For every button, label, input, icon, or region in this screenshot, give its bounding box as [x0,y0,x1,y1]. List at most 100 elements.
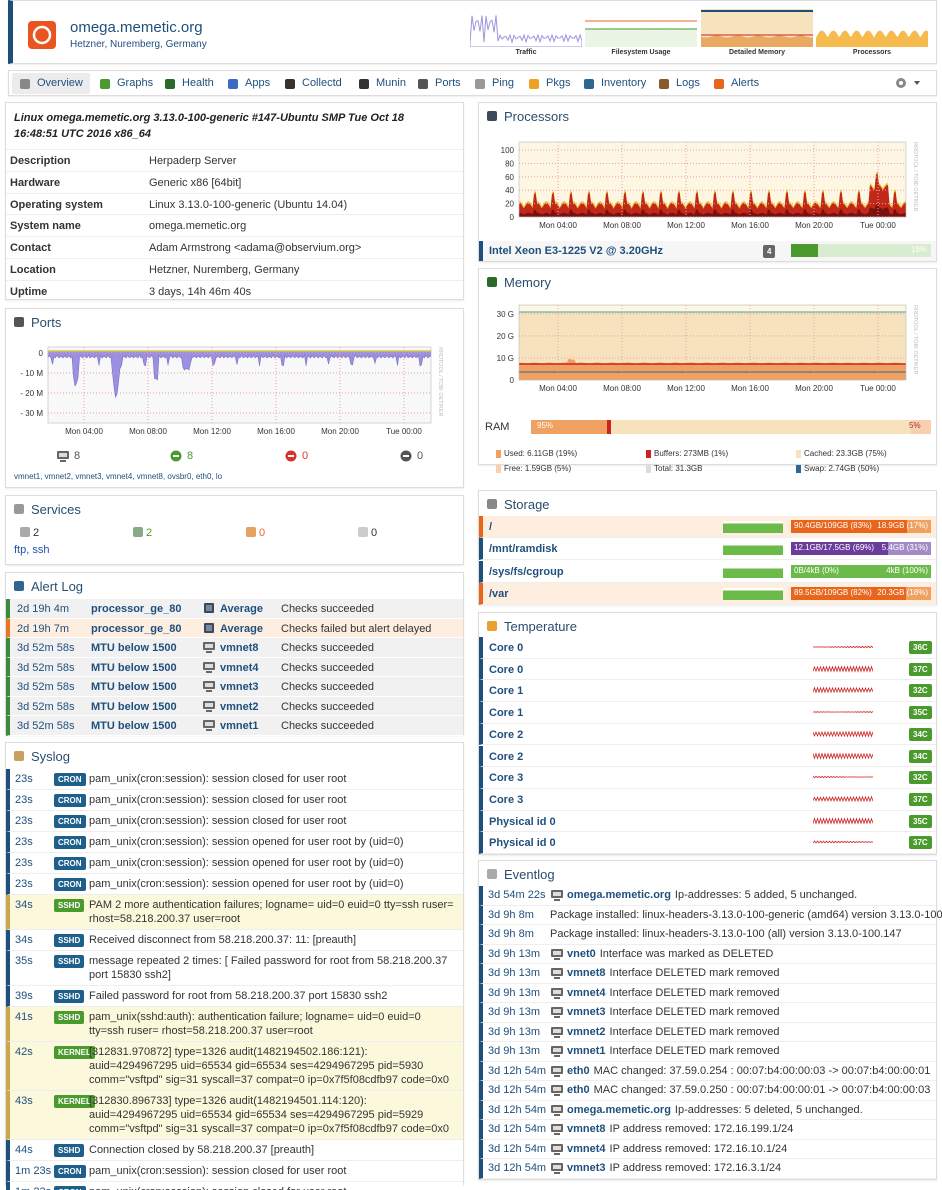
event-entity[interactable]: vmnet3 [567,1162,606,1175]
syslog-message: Connection closed by 58.218.200.37 [prea… [89,1144,315,1156]
event-entity[interactable]: omega.memetic.org [567,1103,671,1116]
y-tick-label: - 10 M [20,369,43,378]
alert-name[interactable]: MTU below 1500 [91,681,177,693]
nav-item[interactable]: Inventory [601,77,647,89]
nav-item[interactable]: Pkgs [546,77,571,89]
alert-name[interactable]: MTU below 1500 [91,642,177,654]
event-time: 3d 12h 54m [488,1142,547,1155]
service-links[interactable]: ftp, ssh [14,544,50,556]
event-message: Interface was marked as DELETED [599,947,774,960]
alert-name[interactable]: MTU below 1500 [91,700,177,713]
sensor-name[interactable]: Physical id 0 [489,815,556,828]
sensor-name[interactable]: Core 0 [489,642,524,654]
ram-used-label: 95% [537,421,554,430]
sensor-name[interactable]: Core 1 [489,707,524,720]
legend-swatch [496,465,501,473]
ram-segment [607,420,611,434]
event-time: 3d 54m 22s [488,889,546,902]
sensor-name[interactable]: Core 3 [489,793,524,806]
alert-time: 3d 52m 58s [17,642,75,654]
event-message: Ip-addresses: 5 deleted, 5 unchanged. [674,1103,863,1116]
port-links[interactable]: vmnet1, vmnet2, vmnet3, vmnet4, vmnet8, … [14,472,223,481]
alert-entity[interactable]: Average [220,622,264,635]
x-tick-label: Mon 20:00 [795,221,833,230]
syslog-message: [312831.970872] type=1326 audit(14821945… [89,1046,450,1086]
nav-item[interactable]: Alerts [731,77,760,89]
alert-time: 3d 52m 58s [17,661,75,674]
icon-shape [659,79,669,89]
nav-item[interactable]: Overview [37,77,83,89]
event-entity[interactable]: vmnet1 [567,1045,606,1058]
syslog-tag-cell: CRON [54,856,89,870]
nav-item[interactable]: Health [182,77,214,89]
event-entity[interactable]: vmnet3 [567,1006,606,1019]
alert-name[interactable]: processor_ge_80 [91,603,182,615]
sensor-name[interactable]: Core 1 [489,685,524,698]
info-value: Hetzner, Nuremberg, Germany [149,264,300,276]
sensor-name[interactable]: Core 2 [489,750,524,763]
nav-item[interactable]: Munin [376,77,406,89]
panel-title: Eventlog [504,867,555,882]
storage-name[interactable]: /mnt/ramdisk [489,543,558,556]
sparkline [813,840,873,844]
alert-row: 2d 19h 4m processor_ge_80 Average Checks su… [6,599,463,619]
sensor-name[interactable]: Core 3 [489,772,524,785]
nav-item[interactable]: Graphs [117,77,154,89]
event-entity[interactable]: vmnet8 [567,967,606,980]
cpu-area [519,173,906,217]
sparkline-line [813,645,873,649]
alert-entity[interactable]: vmnet1 [220,720,259,732]
event-entity[interactable]: omega.memetic.org [567,889,671,902]
alert-entity[interactable]: vmnet3 [220,681,259,693]
info-value: Adam Armstrong <adama@observium.org> [149,242,362,255]
storage-name[interactable]: /var [489,587,509,600]
syslog-tag-cell: SSHD [54,1143,89,1157]
event-entity[interactable]: eth0 [567,1064,590,1077]
mini-graph[interactable] [585,9,697,47]
device-title[interactable]: omega.memetic.org [70,19,203,36]
watermark: RRDTOOL / TOBI OETIKER [437,347,443,417]
nav-item[interactable]: Collectd [302,77,342,89]
y-tick-label: 40 [505,186,514,195]
storage-history [723,587,783,600]
event-entity[interactable]: eth0 [567,1084,590,1097]
syslog-tag-cell: SSHD [54,989,89,1003]
event-entity[interactable]: vmnet2 [567,1025,606,1038]
sensor-name[interactable]: Core 2 [489,728,524,741]
alert-name[interactable]: processor_ge_80 [91,622,182,635]
nav-item[interactable]: Logs [676,77,700,89]
cpu-name[interactable]: Intel Xeon E3-1225 V2 @ 3.20GHz [489,245,663,257]
event-icon-cell [550,1103,567,1117]
icon-shape [165,79,175,89]
alert-name[interactable]: MTU below 1500 [91,661,177,674]
mini-graph[interactable] [701,9,813,47]
alert-entity[interactable]: vmnet2 [220,700,259,713]
mini-graph[interactable] [470,9,582,47]
sensor-name[interactable]: Physical id 0 [489,837,556,850]
icon-shape [206,670,212,673]
icon-shape [206,690,212,692]
event-time: 3d 12h 54m [488,1084,547,1097]
storage-name[interactable]: / [489,521,493,533]
alert-entity[interactable]: vmnet4 [220,661,259,674]
icon-shape [206,605,212,611]
x-tick-label: Mon 16:00 [731,221,769,230]
icon-shape [246,527,256,537]
event-entity[interactable]: vmnet4 [567,1142,606,1155]
event-icon-cell [550,1161,567,1175]
alert-name[interactable]: MTU below 1500 [91,720,177,732]
nav-item[interactable]: Ports [435,77,461,89]
event-entity[interactable]: vmnet8 [567,1123,606,1136]
alert-entity[interactable]: Average [220,603,264,615]
sensor-name[interactable]: Core 0 [489,663,524,676]
syslog-message: pam_unix(cron:session): session opened f… [89,878,404,890]
nav-item[interactable]: Apps [245,77,271,89]
event-entity[interactable]: vmnet4 [567,986,606,999]
alert-entity[interactable]: vmnet8 [220,642,259,654]
mini-graph[interactable] [816,9,928,47]
icon-shape [205,683,213,687]
panel-title: Temperature [504,619,577,634]
event-entity[interactable]: vnet0 [567,947,596,960]
nav-item[interactable]: Ping [492,77,515,89]
storage-name[interactable]: /sys/fs/cgroup [489,565,564,578]
